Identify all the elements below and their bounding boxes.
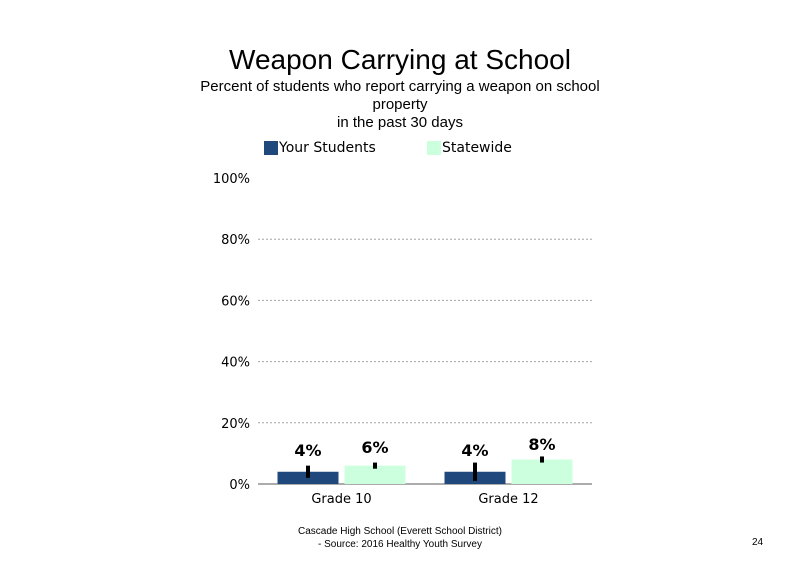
legend-item-your-students: Your Students — [264, 140, 376, 156]
legend-item-statewide: Statewide — [427, 140, 512, 156]
data-label: 6% — [361, 438, 388, 457]
x-tick-label: Grade 12 — [478, 492, 538, 507]
data-label: 4% — [461, 441, 488, 460]
bar — [511, 459, 573, 484]
legend-swatch-your-students — [264, 141, 278, 155]
y-tick-label: 0% — [229, 478, 250, 493]
y-tick-label: 40% — [221, 356, 250, 371]
legend-swatch-statewide — [427, 141, 441, 155]
footer-line-1: Cascade High School (Everett School Dist… — [298, 526, 502, 537]
bar — [344, 465, 406, 484]
y-tick-label: 60% — [221, 294, 250, 309]
footer-line-2: - Source: 2016 Healthy Youth Survey — [318, 539, 482, 550]
data-label: 8% — [528, 435, 555, 454]
chart-subtitle: Percent of students who report carrying … — [170, 78, 630, 132]
subtitle-line-2: property — [372, 96, 428, 113]
y-tick-label: 20% — [221, 417, 250, 432]
legend-label-your-students: Your Students — [279, 140, 376, 156]
y-tick-label: 100% — [213, 172, 250, 187]
y-tick-label: 80% — [221, 233, 250, 248]
data-label: 4% — [294, 441, 321, 460]
subtitle-line-3: in the past 30 days — [337, 114, 463, 131]
page-number: 24 — [752, 537, 764, 548]
footer-source: Cascade High School (Everett School Dist… — [250, 525, 550, 551]
legend-label-statewide: Statewide — [442, 140, 512, 156]
chart-title: Weapon Carrying at School — [229, 44, 571, 75]
x-tick-label: Grade 10 — [311, 492, 371, 507]
subtitle-line-1: Percent of students who report carrying … — [200, 78, 600, 95]
